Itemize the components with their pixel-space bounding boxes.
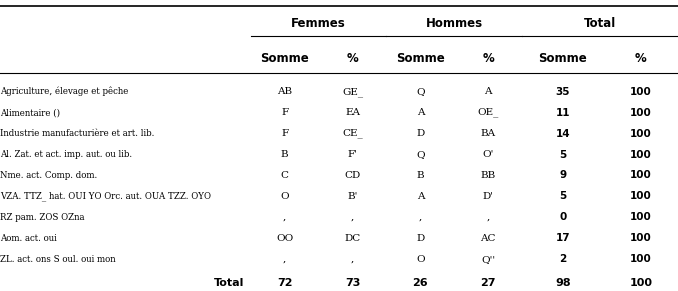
- Text: OE_: OE_: [477, 108, 499, 118]
- Text: A: A: [416, 192, 424, 201]
- Text: O: O: [416, 255, 424, 264]
- Text: Al. Zat. et act. imp. aut. ou lib.: Al. Zat. et act. imp. aut. ou lib.: [0, 150, 132, 159]
- Text: Industrie manufacturière et art. lib.: Industrie manufacturière et art. lib.: [0, 129, 155, 138]
- Text: Q: Q: [416, 87, 424, 96]
- Text: ZL. act. ons S oul. oui mon: ZL. act. ons S oul. oui mon: [0, 255, 116, 264]
- Text: Femmes: Femmes: [292, 17, 346, 30]
- Text: CD: CD: [344, 171, 361, 180]
- Text: Total: Total: [584, 17, 616, 30]
- Text: B': B': [347, 192, 358, 201]
- Text: %: %: [482, 52, 494, 65]
- Text: Q'': Q'': [481, 255, 495, 264]
- Text: O: O: [281, 192, 289, 201]
- Text: Hommes: Hommes: [426, 17, 483, 30]
- Text: 11: 11: [555, 108, 570, 118]
- Text: Aom. act. oui: Aom. act. oui: [0, 234, 57, 243]
- Text: AC: AC: [481, 234, 496, 243]
- Text: 100: 100: [630, 150, 652, 159]
- Text: DC: DC: [344, 234, 361, 243]
- Text: CE_: CE_: [342, 129, 363, 139]
- Text: 100: 100: [630, 191, 652, 201]
- Text: B: B: [281, 150, 289, 159]
- Text: 27: 27: [481, 278, 496, 288]
- Text: 100: 100: [629, 278, 652, 288]
- Text: 100: 100: [630, 171, 652, 180]
- Text: 2: 2: [559, 254, 566, 264]
- Text: 5: 5: [559, 191, 566, 201]
- Text: ,: ,: [283, 213, 286, 222]
- Text: A: A: [416, 108, 424, 117]
- Text: GE_: GE_: [342, 87, 363, 97]
- Text: Somme: Somme: [260, 52, 309, 65]
- Text: 98: 98: [555, 278, 571, 288]
- Text: %: %: [635, 52, 647, 65]
- Text: Somme: Somme: [396, 52, 445, 65]
- Text: 100: 100: [630, 212, 652, 222]
- Text: D': D': [483, 192, 494, 201]
- Text: D: D: [416, 129, 424, 138]
- Text: 100: 100: [630, 87, 652, 97]
- Text: 9: 9: [559, 171, 566, 180]
- Text: 72: 72: [277, 278, 292, 288]
- Text: ,: ,: [283, 255, 286, 264]
- Text: F': F': [348, 150, 357, 159]
- Text: Alimentaire (): Alimentaire (): [0, 108, 60, 117]
- Text: 26: 26: [412, 278, 428, 288]
- Text: 100: 100: [630, 233, 652, 243]
- Text: B: B: [416, 171, 424, 180]
- Text: RZ pam. ZOS OZna: RZ pam. ZOS OZna: [0, 213, 85, 222]
- Text: 73: 73: [345, 278, 360, 288]
- Text: Agriculture, élevage et pêche: Agriculture, élevage et pêche: [0, 87, 128, 96]
- Text: 100: 100: [630, 129, 652, 139]
- Text: 100: 100: [630, 108, 652, 118]
- Text: Q: Q: [416, 150, 424, 159]
- Text: A: A: [484, 87, 492, 96]
- Text: EA: EA: [345, 108, 360, 117]
- Text: C: C: [281, 171, 289, 180]
- Text: O': O': [483, 150, 494, 159]
- Text: F: F: [281, 129, 288, 138]
- Text: ,: ,: [487, 213, 490, 222]
- Text: Nme. act. Comp. dom.: Nme. act. Comp. dom.: [0, 171, 97, 180]
- Text: 5: 5: [559, 150, 566, 159]
- Text: 14: 14: [555, 129, 570, 139]
- Text: ,: ,: [419, 213, 422, 222]
- Text: ,: ,: [351, 213, 354, 222]
- Text: BA: BA: [481, 129, 496, 138]
- Text: Somme: Somme: [538, 52, 587, 65]
- Text: F: F: [281, 108, 288, 117]
- Text: AB: AB: [277, 87, 292, 96]
- Text: 0: 0: [559, 212, 566, 222]
- Text: %: %: [346, 52, 359, 65]
- Text: 35: 35: [555, 87, 570, 97]
- Text: D: D: [416, 234, 424, 243]
- Text: VZA. TTZ_ hat. OUI YO Orc. aut. OUA TZZ. OYO: VZA. TTZ_ hat. OUI YO Orc. aut. OUA TZZ.…: [0, 191, 211, 201]
- Text: ,: ,: [351, 255, 354, 264]
- Text: 17: 17: [555, 233, 570, 243]
- Text: OO: OO: [276, 234, 294, 243]
- Text: 100: 100: [630, 254, 652, 264]
- Text: BB: BB: [481, 171, 496, 180]
- Text: Total: Total: [214, 278, 244, 288]
